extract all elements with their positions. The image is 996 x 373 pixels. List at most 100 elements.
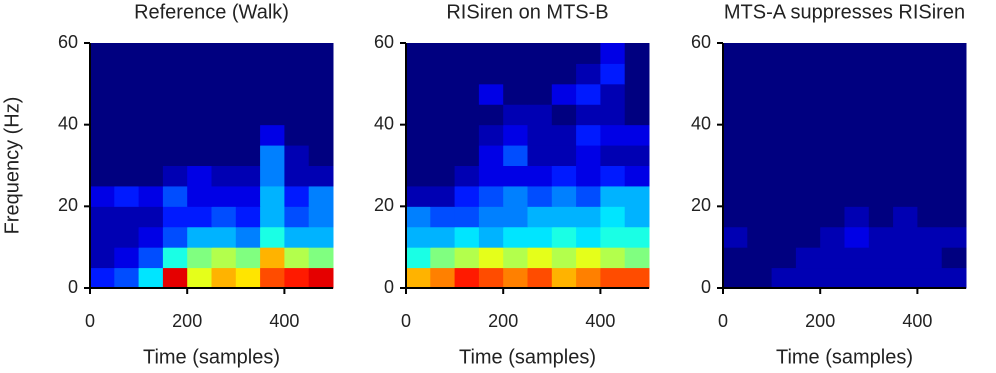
heat-cell [771,267,797,289]
heat-cell [893,104,918,126]
heat-cell [723,185,748,207]
heat-cell [820,226,845,248]
heat-cell [260,124,285,146]
heat-cell [917,267,943,289]
heat-cell [503,104,528,126]
heat-cell [260,247,285,269]
heat-cell [211,247,237,269]
heat-cell [844,83,870,105]
x-tick-label: 400 [585,311,615,331]
heat-cell [551,104,577,126]
heat-cell [527,63,553,85]
heat-cell [868,145,894,166]
panel-title: Reference (Walk) [134,1,289,23]
heat-cell [260,206,285,228]
heat-cell [723,206,748,228]
heat-cell [551,63,577,85]
heat-cell [162,104,188,126]
x-tick-label: 400 [269,311,299,331]
heat-cell [747,247,773,269]
heat-cell [308,247,334,269]
heat-cell [941,267,967,289]
heat-cell [917,226,943,248]
heat-cell [454,165,480,187]
heat-cell [114,247,140,269]
heat-cell [600,165,626,187]
heat-cell [162,226,188,248]
heat-cell [162,247,188,269]
heat-cell [284,267,310,289]
y-axis-label: Frequency (Hz) [1,97,23,235]
heat-cell [795,267,821,289]
heat-cell [235,267,261,289]
heat-cell [138,226,164,248]
heat-cell [820,124,845,146]
heat-cell [308,104,334,126]
heat-cell [454,104,480,126]
heat-cell [820,206,845,228]
y-tick-label: 20 [58,195,78,215]
heat-cell [90,185,115,207]
heat-cell [868,247,894,269]
heat-cell [162,185,188,207]
heat-cell [138,206,164,228]
heat-cell [114,63,140,85]
heat-cell [235,43,261,64]
heat-cell [771,206,797,228]
heat-cell [478,267,504,289]
heat-cell [527,145,553,166]
heat-cell [600,43,626,64]
heat-cell [527,247,553,269]
x-tick-label: 0 [401,311,411,331]
heat-cell [187,267,212,289]
heat-cell [454,247,480,269]
heat-cell [624,43,650,64]
heat-cell [162,206,188,228]
y-tick-label: 40 [691,113,711,133]
heat-cell [624,145,650,166]
heat-cell [430,165,456,187]
heat-cell [576,206,601,228]
heat-cell [138,63,164,85]
heat-cell [941,226,967,248]
heat-cell [600,63,626,85]
heat-cell [138,185,164,207]
heat-cell [284,165,310,187]
heat-cell [551,185,577,207]
heat-cell [868,63,894,85]
heat-cell [723,165,748,187]
heat-cell [406,104,431,126]
heat-cell [600,145,626,166]
heat-cell [820,43,845,64]
heat-cell [820,267,845,289]
heat-cell [868,185,894,207]
heat-cell [747,165,773,187]
heat-cell [211,63,237,85]
heat-cell [162,83,188,105]
heat-cell [893,206,918,228]
heat-cell [260,104,285,126]
heat-cell [235,63,261,85]
heat-cell [114,165,140,187]
heat-cell [917,104,943,126]
heat-cell [430,226,456,248]
heat-cell [503,63,528,85]
heat-cell [820,165,845,187]
heat-cell [138,124,164,146]
heat-cell [308,165,334,187]
heat-cell [406,226,431,248]
heat-cell [624,124,650,146]
heat-cell [600,206,626,228]
heat-cell [624,206,650,228]
heat-cell [551,267,577,289]
heat-cell [723,145,748,166]
heat-cell [551,145,577,166]
heat-cell [406,124,431,146]
heat-cell [478,83,504,105]
heat-cell [624,226,650,248]
heat-cell [187,165,212,187]
heat-cell [893,124,918,146]
y-tick-label: 60 [374,32,394,52]
heat-cell [162,165,188,187]
heat-cell [917,185,943,207]
